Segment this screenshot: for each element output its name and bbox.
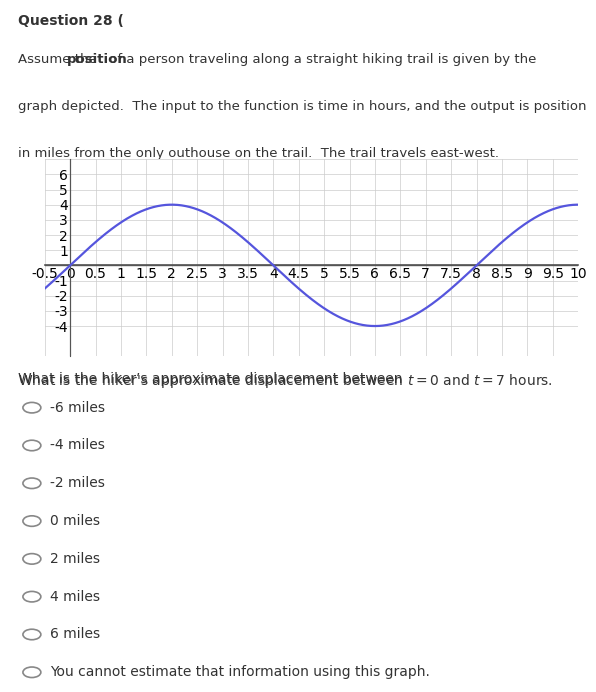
Text: 0 miles: 0 miles — [51, 514, 100, 528]
Text: -4 miles: -4 miles — [51, 439, 105, 453]
Text: -2 miles: -2 miles — [51, 476, 105, 490]
Text: -6 miles: -6 miles — [51, 401, 105, 415]
Text: graph depicted.  The input to the function is time in hours, and the output is p: graph depicted. The input to the functio… — [18, 100, 586, 113]
Text: Assume the: Assume the — [18, 53, 101, 66]
Text: 6 miles: 6 miles — [51, 628, 101, 641]
Text: 4 miles: 4 miles — [51, 590, 100, 603]
Text: You cannot estimate that information using this graph.: You cannot estimate that information usi… — [51, 665, 430, 680]
Text: What is the hiker’s approximate displacement between: What is the hiker’s approximate displace… — [18, 372, 406, 385]
Text: of a person traveling along a straight hiking trail is given by the: of a person traveling along a straight h… — [105, 53, 536, 66]
Text: in miles from the only outhouse on the trail.  The trail travels east-west.: in miles from the only outhouse on the t… — [18, 147, 499, 160]
Text: Question 28 (: Question 28 ( — [18, 14, 124, 28]
Text: 2 miles: 2 miles — [51, 552, 100, 566]
Text: position: position — [67, 53, 128, 66]
Text: What is the hiker's approximate displacement between $t = 0$ and $t = 7$ hours.: What is the hiker's approximate displace… — [18, 372, 552, 390]
